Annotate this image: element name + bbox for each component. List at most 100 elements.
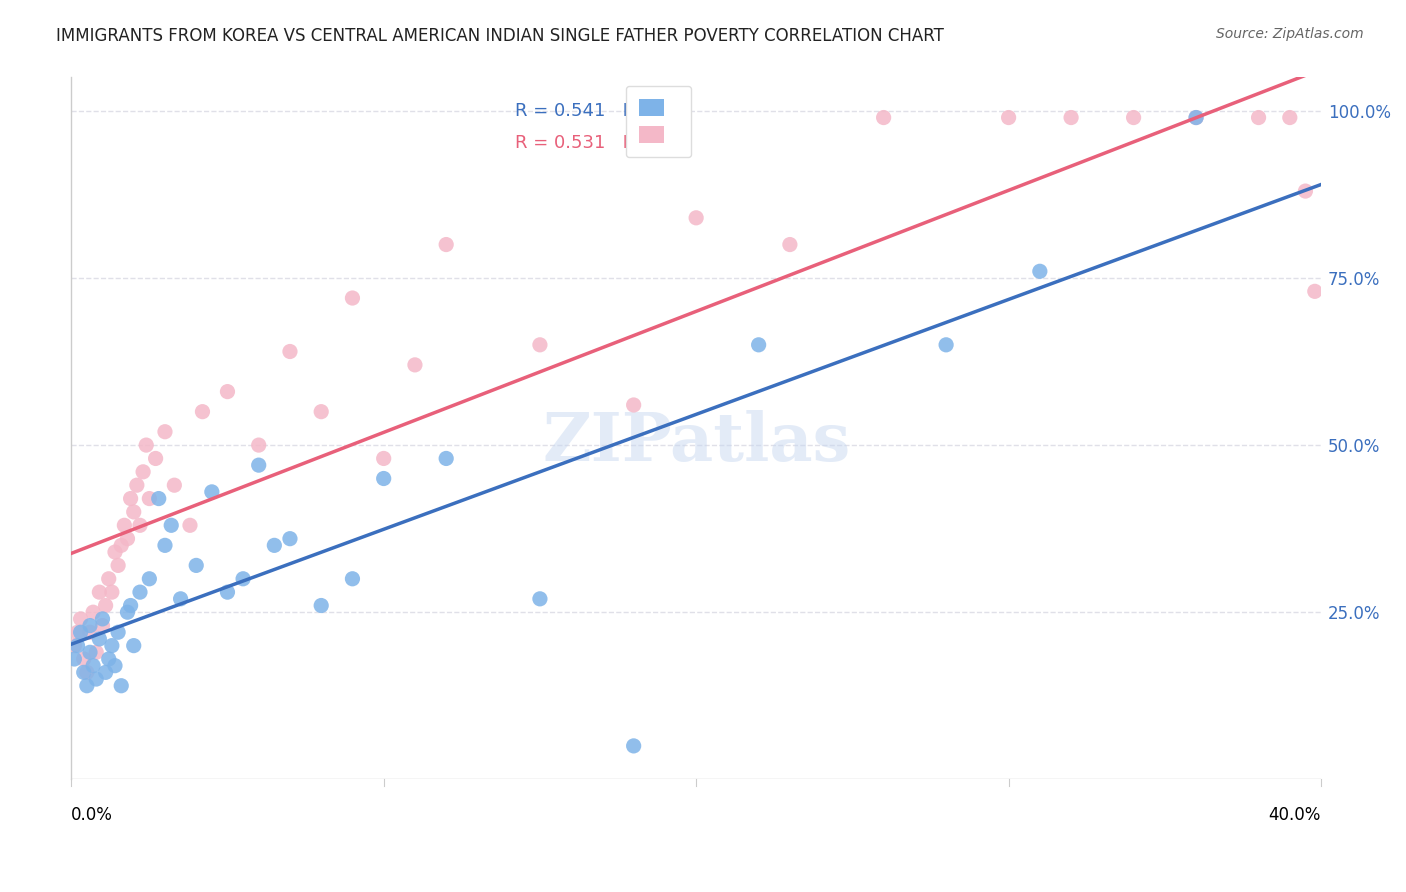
Immigrants from Korea xyxy=(935,338,957,352)
Immigrants from Korea xyxy=(117,605,139,619)
Central American Indians xyxy=(84,645,107,659)
Central American Indians xyxy=(117,532,139,546)
Central American Indians xyxy=(1294,184,1316,198)
Central American Indians xyxy=(94,599,117,613)
Immigrants from Korea xyxy=(82,658,104,673)
Text: IMMIGRANTS FROM KOREA VS CENTRAL AMERICAN INDIAN SINGLE FATHER POVERTY CORRELATI: IMMIGRANTS FROM KOREA VS CENTRAL AMERICA… xyxy=(56,27,943,45)
Immigrants from Korea xyxy=(91,612,114,626)
Immigrants from Korea xyxy=(79,618,101,632)
Immigrants from Korea xyxy=(232,572,254,586)
Text: 0.0%: 0.0% xyxy=(72,806,112,824)
Immigrants from Korea xyxy=(120,599,142,613)
Central American Indians xyxy=(125,478,148,492)
Central American Indians xyxy=(153,425,176,439)
Central American Indians xyxy=(779,237,801,252)
Central American Indians xyxy=(76,665,98,680)
Text: ZIPatlas: ZIPatlas xyxy=(543,410,851,475)
Immigrants from Korea xyxy=(84,672,107,686)
Immigrants from Korea xyxy=(217,585,239,599)
Central American Indians xyxy=(179,518,201,533)
Central American Indians xyxy=(685,211,707,225)
Immigrants from Korea xyxy=(169,591,191,606)
Central American Indians xyxy=(1122,111,1144,125)
Immigrants from Korea xyxy=(623,739,645,753)
Central American Indians xyxy=(101,585,124,599)
Central American Indians xyxy=(132,465,155,479)
Central American Indians xyxy=(138,491,160,506)
Text: R = 0.541   N = 43: R = 0.541 N = 43 xyxy=(515,102,686,120)
Immigrants from Korea xyxy=(66,639,89,653)
Central American Indians xyxy=(278,344,301,359)
Immigrants from Korea xyxy=(201,484,224,499)
Immigrants from Korea xyxy=(138,572,160,586)
Central American Indians xyxy=(623,398,645,412)
Immigrants from Korea xyxy=(94,665,117,680)
Immigrants from Korea xyxy=(373,471,395,485)
Central American Indians xyxy=(112,518,135,533)
Immigrants from Korea xyxy=(63,652,86,666)
Immigrants from Korea xyxy=(101,639,124,653)
Immigrants from Korea xyxy=(263,538,285,552)
Central American Indians xyxy=(529,338,551,352)
Central American Indians xyxy=(73,652,96,666)
Immigrants from Korea xyxy=(89,632,111,646)
Immigrants from Korea xyxy=(342,572,364,586)
Immigrants from Korea xyxy=(97,652,120,666)
Central American Indians xyxy=(404,358,426,372)
Central American Indians xyxy=(69,612,91,626)
Text: Source: ZipAtlas.com: Source: ZipAtlas.com xyxy=(1216,27,1364,41)
Central American Indians xyxy=(110,538,132,552)
Immigrants from Korea xyxy=(73,665,96,680)
Immigrants from Korea xyxy=(309,599,332,613)
Immigrants from Korea xyxy=(434,451,457,466)
Central American Indians xyxy=(120,491,142,506)
Central American Indians xyxy=(373,451,395,466)
Immigrants from Korea xyxy=(247,458,270,472)
Immigrants from Korea xyxy=(122,639,145,653)
Immigrants from Korea xyxy=(153,538,176,552)
Central American Indians xyxy=(107,558,129,573)
Immigrants from Korea xyxy=(110,679,132,693)
Central American Indians xyxy=(342,291,364,305)
Central American Indians xyxy=(135,438,157,452)
Central American Indians xyxy=(1247,111,1270,125)
Central American Indians xyxy=(145,451,167,466)
Immigrants from Korea xyxy=(104,658,127,673)
Legend: , : , xyxy=(626,86,692,157)
Immigrants from Korea xyxy=(1029,264,1052,278)
Central American Indians xyxy=(434,237,457,252)
Central American Indians xyxy=(217,384,239,399)
Central American Indians xyxy=(79,625,101,640)
Immigrants from Korea xyxy=(76,679,98,693)
Central American Indians xyxy=(309,405,332,419)
Central American Indians xyxy=(63,639,86,653)
Immigrants from Korea xyxy=(107,625,129,640)
Central American Indians xyxy=(66,625,89,640)
Central American Indians xyxy=(91,618,114,632)
Central American Indians xyxy=(1303,285,1326,299)
Immigrants from Korea xyxy=(160,518,183,533)
Text: 40.0%: 40.0% xyxy=(1268,806,1322,824)
Text: R = 0.531   N = 51: R = 0.531 N = 51 xyxy=(515,134,685,152)
Central American Indians xyxy=(129,518,152,533)
Immigrants from Korea xyxy=(278,532,301,546)
Central American Indians xyxy=(872,111,894,125)
Central American Indians xyxy=(82,605,104,619)
Immigrants from Korea xyxy=(69,625,91,640)
Central American Indians xyxy=(122,505,145,519)
Central American Indians xyxy=(104,545,127,559)
Immigrants from Korea xyxy=(129,585,152,599)
Central American Indians xyxy=(1060,111,1083,125)
Central American Indians xyxy=(191,405,214,419)
Central American Indians xyxy=(247,438,270,452)
Immigrants from Korea xyxy=(148,491,170,506)
Immigrants from Korea xyxy=(79,645,101,659)
Immigrants from Korea xyxy=(186,558,208,573)
Immigrants from Korea xyxy=(1185,111,1208,125)
Central American Indians xyxy=(163,478,186,492)
Central American Indians xyxy=(1278,111,1301,125)
Central American Indians xyxy=(97,572,120,586)
Immigrants from Korea xyxy=(748,338,770,352)
Central American Indians xyxy=(997,111,1019,125)
Central American Indians xyxy=(89,585,111,599)
